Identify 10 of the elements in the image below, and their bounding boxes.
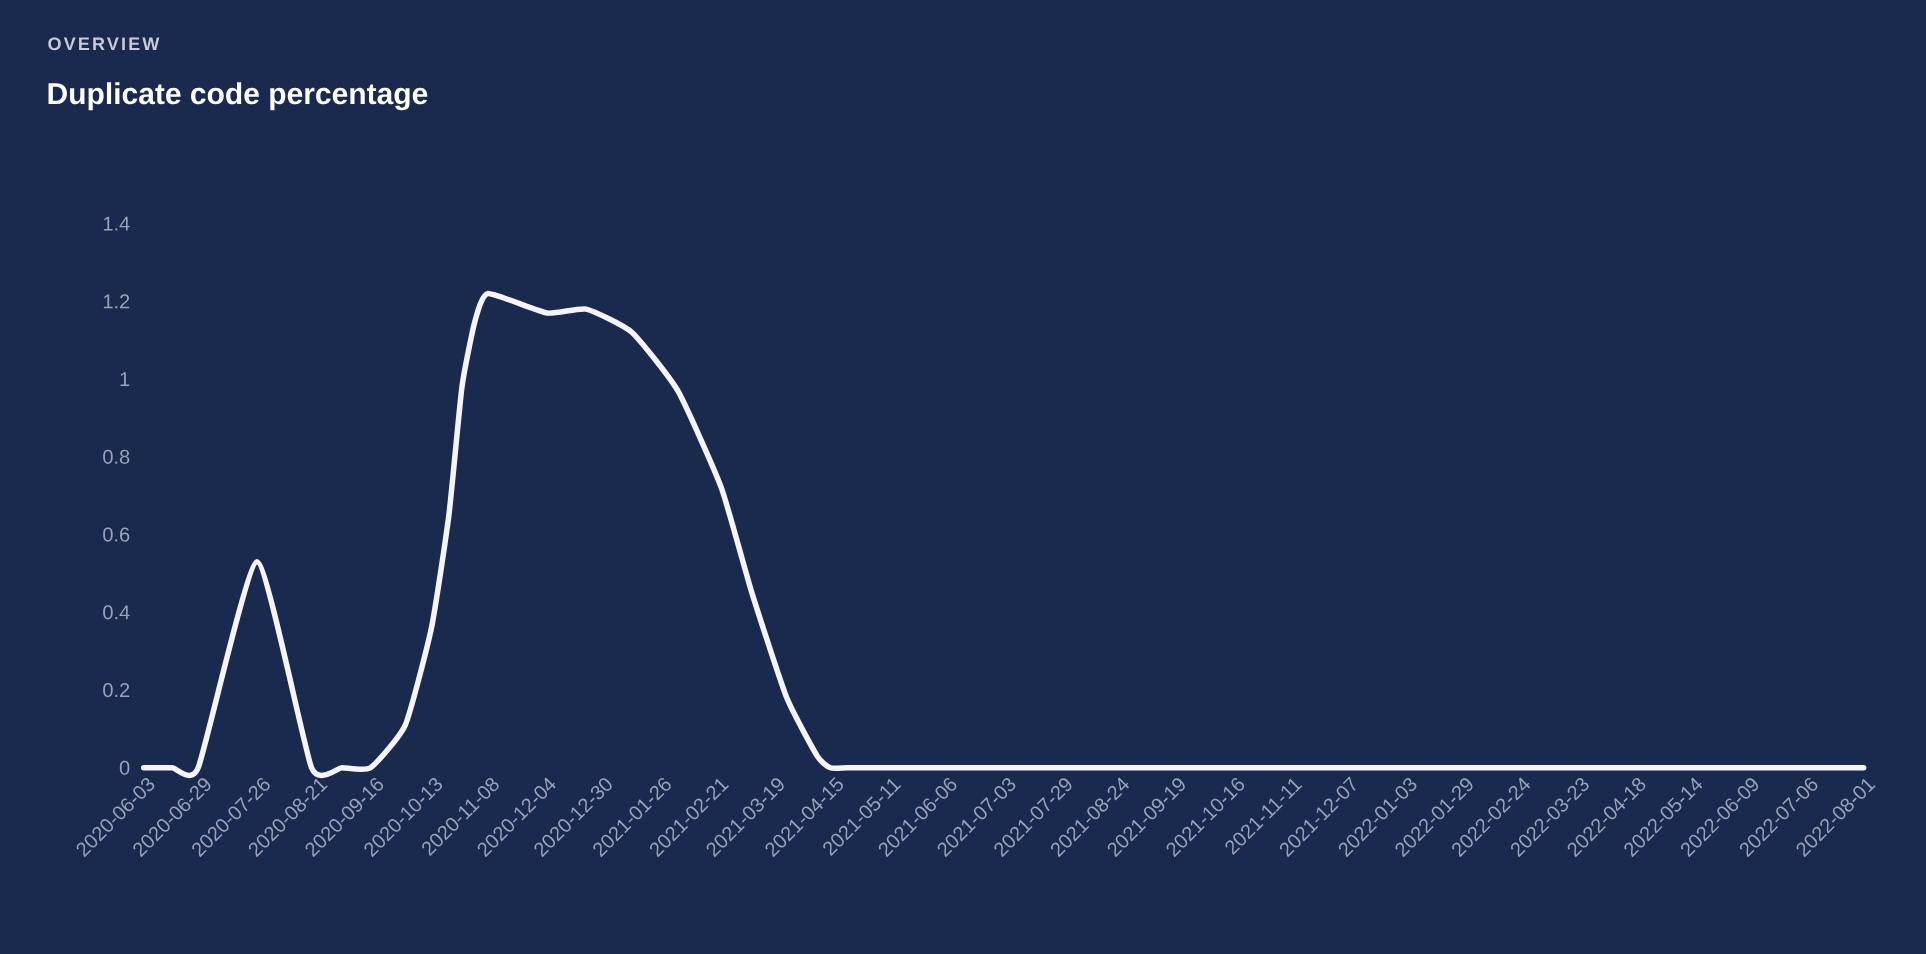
chart-subtitle: OVERVIEW [48, 37, 160, 51]
chart-title: Duplicate code percentage [48, 82, 428, 111]
y-tick-label: 0.2 [103, 682, 130, 698]
y-tick-label: 1 [120, 372, 130, 386]
y-tick-label: 0.4 [103, 605, 130, 620]
y-tick-label: 0.8 [103, 449, 130, 464]
y-tick-label: 0 [119, 760, 130, 775]
y-tick-label: 1.4 [103, 216, 130, 231]
y-tick-label: 0.6 [103, 527, 130, 542]
y-tick-label: 1.2 [103, 294, 130, 309]
